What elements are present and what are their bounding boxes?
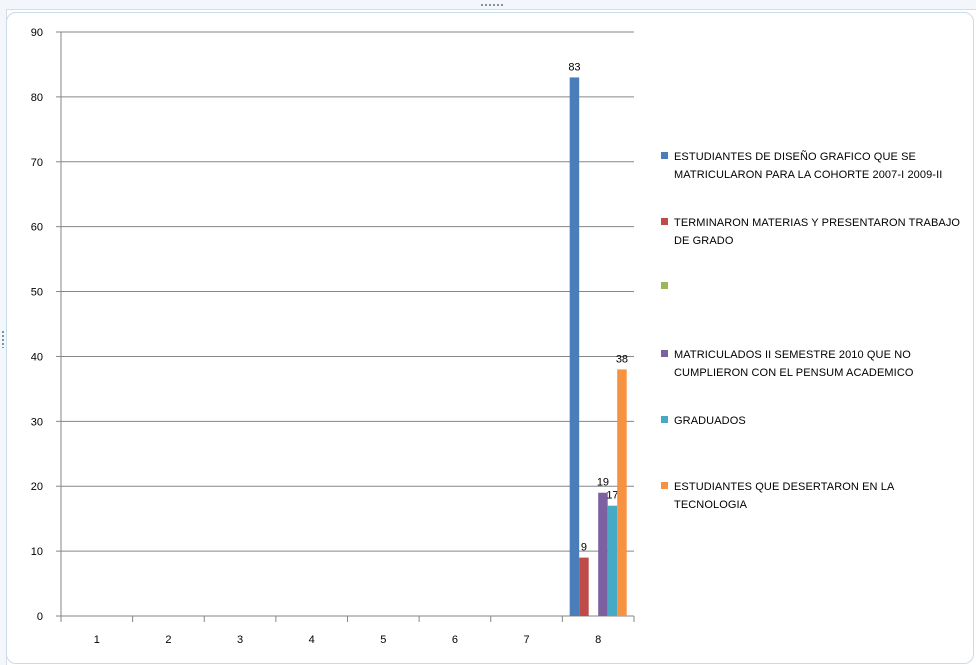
data-label: 38 [616,353,628,365]
bar[interactable] [598,492,608,616]
legend-swatch [661,152,668,159]
legend-label: ESTUDIANTES DE DISEÑO GRAFICO QUE SE MAT… [674,151,943,181]
legend-item [661,278,961,289]
x-tick-label: 5 [380,634,386,646]
legend-swatch [661,416,668,423]
y-tick-label: 50 [31,287,43,299]
legend-item: ESTUDIANTES QUE DESERTARON EN LA TECNOLO… [661,478,961,514]
x-tick-label: 8 [595,634,601,646]
legend-item: TERMINARON MATERIAS Y PRESENTARON TRABAJ… [661,214,961,250]
legend-swatch [661,350,668,357]
legend-item: ESTUDIANTES DE DISEÑO GRAFICO QUE SE MAT… [661,148,961,184]
y-tick-label: 20 [31,481,43,493]
resize-handle-left[interactable] [1,330,5,348]
resize-handle-top[interactable] [480,3,504,7]
x-tick-label: 7 [524,634,530,646]
legend-swatch [661,218,668,225]
y-tick-label: 90 [31,27,43,39]
bar[interactable] [617,369,627,616]
legend-item: MATRICULADOS II SEMESTRE 2010 QUE NO CUM… [661,346,961,382]
legend-label: GRADUADOS [674,415,746,427]
legend-label: ESTUDIANTES QUE DESERTARON EN LA TECNOLO… [674,481,894,511]
legend-label: TERMINARON MATERIAS Y PRESENTARON TRABAJ… [674,217,961,247]
data-label: 17 [606,490,618,502]
x-tick-label: 1 [94,634,100,646]
y-tick-label: 60 [31,222,43,234]
data-label: 83 [568,61,580,73]
data-label: 19 [597,477,609,489]
chart-area[interactable] [6,12,974,664]
bar[interactable] [579,557,589,616]
legend-label: MATRICULADOS II SEMESTRE 2010 QUE NO CUM… [674,349,914,379]
y-tick-label: 40 [31,351,43,363]
y-tick-label: 10 [31,546,43,558]
legend-item: GRADUADOS [661,412,961,430]
y-tick-label: 70 [31,157,43,169]
x-tick-label: 6 [452,634,458,646]
legend-swatch [661,282,668,289]
data-label: 9 [581,542,587,554]
bar[interactable] [569,77,580,616]
x-tick-label: 4 [309,634,315,646]
y-tick-label: 30 [31,416,43,428]
y-tick-label: 80 [31,92,43,104]
x-tick-label: 2 [165,634,171,646]
bar[interactable] [607,505,618,616]
y-tick-label: 0 [37,611,43,623]
x-tick-label: 3 [237,634,243,646]
legend-swatch [661,482,668,489]
